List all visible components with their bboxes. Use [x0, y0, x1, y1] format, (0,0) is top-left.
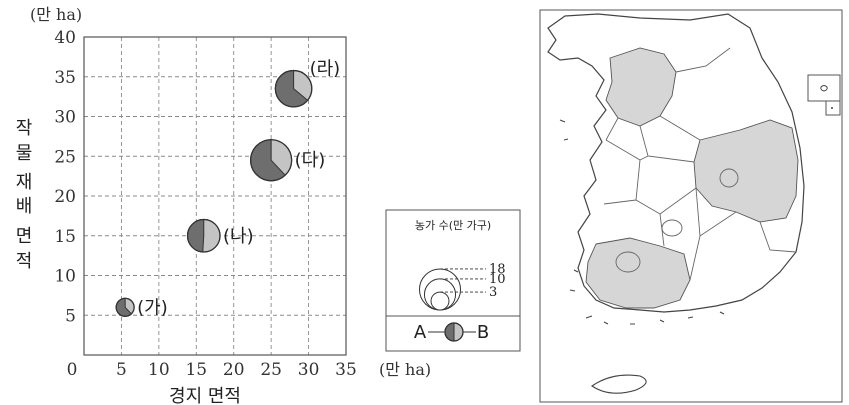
ulleung-island — [820, 85, 828, 92]
y-tick-labels: 5 10 15 20 25 30 35 40 — [54, 28, 76, 326]
y-axis-label-char: 배 — [16, 196, 33, 217]
bubble-label: (다) — [295, 150, 326, 171]
legend-pie-key — [444, 322, 464, 342]
y-tick-label: 20 — [54, 187, 76, 207]
legend-part-a-label: A — [414, 322, 427, 343]
y-tick-label: 15 — [54, 227, 76, 247]
bubble-label: (라) — [310, 58, 341, 79]
x-tick-label: 30 — [298, 360, 320, 380]
x-tick-label: 0 — [67, 360, 78, 380]
y-tick-label: 10 — [54, 267, 76, 287]
x-tick-label: 25 — [260, 360, 282, 380]
y-axis-label-char: 재 — [16, 172, 33, 193]
y-axis-label-char: 적 — [16, 251, 33, 272]
korea-map — [539, 9, 843, 403]
pie-bubble — [115, 297, 135, 317]
x-axis-label: 경지 면적 — [169, 386, 241, 405]
region-jeonnam — [585, 237, 691, 309]
province-borders — [603, 47, 797, 281]
bubble-label: (가) — [137, 297, 168, 318]
x-tick-label: 10 — [148, 360, 170, 380]
small-islands — [559, 119, 725, 325]
x-tick-label: 20 — [223, 360, 245, 380]
plot-area: 5 10 15 20 25 30 35 40 0 5 10 15 20 25 30 35 (가) (나) (다)… — [54, 28, 356, 380]
y-tick-label: 35 — [54, 68, 76, 88]
legend-size-label: 18 — [489, 262, 506, 277]
pie-bubble — [274, 69, 313, 108]
x-tick-label: 35 — [335, 360, 357, 380]
x-tick-label: 15 — [185, 360, 207, 380]
x-tick-labels: 0 5 10 15 20 25 30 35 — [67, 360, 357, 380]
y-tick-label: 25 — [54, 147, 76, 167]
legend-title: 농가 수(만 가구) — [415, 219, 491, 232]
y-tick-label: 5 — [65, 306, 76, 326]
x-tick-label: 5 — [116, 360, 127, 380]
pie-bubbles: (가) (나) (다) (라) — [115, 58, 341, 318]
pie-bubble — [186, 218, 221, 253]
dokdo-island — [831, 107, 833, 109]
legend-part-b-label: B — [477, 322, 489, 343]
plot-frame — [83, 36, 347, 356]
y-axis-label-char: 면 — [16, 226, 33, 247]
bubble-label: (나) — [223, 226, 254, 247]
pie-bubble — [250, 139, 293, 182]
legend-size-label: 3 — [489, 285, 497, 300]
x-axis-unit: (만 ha) — [379, 360, 431, 379]
y-tick-label: 40 — [54, 28, 76, 48]
jeju-island — [591, 374, 647, 394]
legend-size-label: 10 — [489, 272, 506, 287]
legend-size-circle — [430, 291, 450, 311]
y-axis-unit: (만 ha) — [30, 5, 82, 24]
ulleung-inset — [807, 74, 841, 102]
y-axis-label-char: 작 — [16, 118, 33, 139]
pie-slice-a — [187, 218, 205, 253]
y-axis-label-char: 물 — [16, 143, 33, 164]
y-tick-label: 30 — [54, 108, 76, 128]
